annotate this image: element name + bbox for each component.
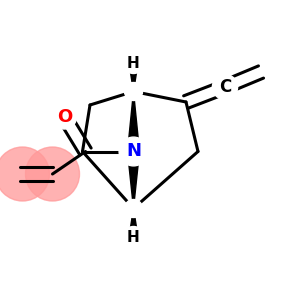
Polygon shape [128, 92, 140, 152]
Text: O: O [57, 108, 72, 126]
Circle shape [119, 137, 148, 166]
Text: H: H [127, 56, 140, 70]
Circle shape [124, 200, 142, 217]
Text: H: H [127, 230, 140, 244]
Circle shape [212, 74, 238, 100]
Polygon shape [129, 208, 138, 237]
Polygon shape [129, 63, 138, 92]
Circle shape [0, 147, 50, 201]
Text: N: N [126, 142, 141, 160]
Text: C: C [219, 78, 231, 96]
Polygon shape [128, 152, 140, 208]
Circle shape [123, 226, 144, 248]
Circle shape [123, 52, 144, 74]
Circle shape [124, 82, 142, 100]
Circle shape [26, 147, 80, 201]
Circle shape [52, 105, 76, 129]
